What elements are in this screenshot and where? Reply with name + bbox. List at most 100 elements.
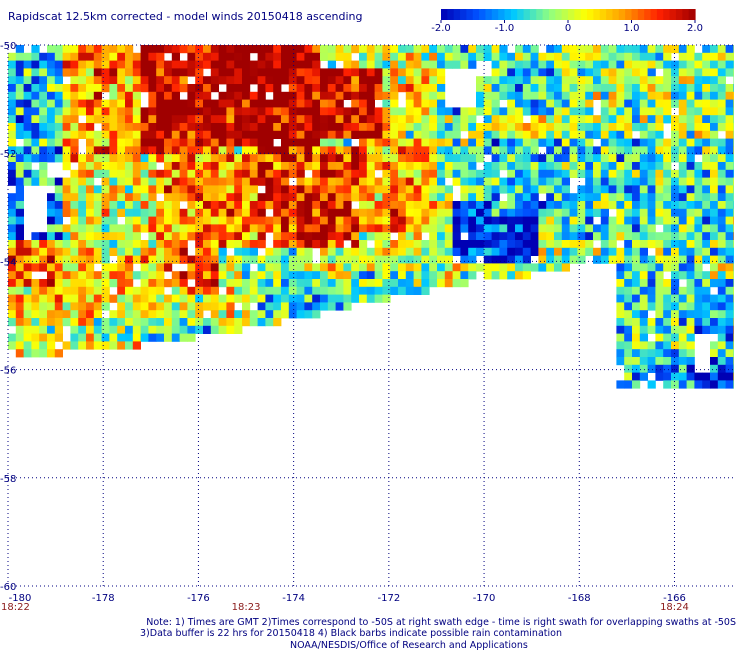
data-cell [546,232,555,241]
data-cell [335,45,344,54]
data-cell [593,208,602,217]
data-cell [522,216,531,225]
data-cell [335,154,344,163]
data-cell [468,185,477,194]
data-cell [499,123,508,132]
data-cell [47,341,56,350]
data-cell [460,201,469,210]
data-cell [234,232,243,241]
data-cell [78,294,87,303]
data-cell [710,154,719,163]
data-cell [655,364,664,373]
data-cell [312,60,321,69]
data-cell [678,52,687,61]
data-cell [140,302,149,311]
data-cell [257,84,266,93]
data-cell [452,263,461,272]
data-cell [530,224,539,233]
data-cell [366,201,375,210]
data-cell [437,201,446,210]
data-cell [624,91,633,100]
data-cell [632,372,641,381]
data-cell [171,333,180,342]
data-cell [382,247,391,256]
data-cell [47,60,56,69]
data-cell [593,177,602,186]
data-cell [421,60,430,69]
data-cell [164,294,173,303]
data-cell [491,130,500,139]
data-cell [218,271,227,280]
data-cell [710,185,719,194]
data-cell [733,60,734,69]
data-cell [405,115,414,124]
data-cell [320,208,329,217]
data-cell [171,91,180,100]
data-cell [226,271,235,280]
data-cell [678,146,687,155]
data-cell [437,130,446,139]
data-cell [47,99,56,108]
data-cell [23,279,32,288]
data-cell [554,240,563,249]
data-cell [327,208,336,217]
data-cell [678,271,687,280]
data-cell [600,162,609,171]
data-cell [554,130,563,139]
data-cell [686,162,695,171]
data-cell [218,302,227,311]
data-cell [93,84,102,93]
data-cell [593,193,602,202]
data-cell [624,154,633,163]
data-cell [725,68,734,77]
data-cell [452,115,461,124]
data-cell [351,91,360,100]
data-cell [717,84,726,93]
data-cell [148,107,157,116]
data-cell [374,286,383,295]
data-cell [624,169,633,178]
data-cell [366,107,375,116]
data-cell [125,107,134,116]
data-cell [632,76,641,85]
data-cell [312,45,321,54]
data-cell [156,318,165,327]
data-cell [39,107,48,116]
data-cell [23,318,32,327]
data-cell [39,130,48,139]
data-cell [413,201,422,210]
data-cell [47,294,56,303]
data-cell [390,255,399,264]
data-cell [187,294,196,303]
data-cell [140,318,149,327]
data-cell [281,138,290,147]
data-cell [686,45,695,54]
data-cell [156,169,165,178]
data-cell [569,216,578,225]
data-cell [54,60,63,69]
data-cell [390,146,399,155]
data-cell [242,162,251,171]
data-cell [296,286,305,295]
data-cell [733,45,734,54]
data-cell [164,115,173,124]
data-cell [101,169,110,178]
data-cell [54,216,63,225]
data-cell [663,372,672,381]
data-cell [499,232,508,241]
y-tick-label: -56 [0,366,16,377]
data-cell [39,349,48,358]
data-cell [78,240,87,249]
data-cell [678,130,687,139]
data-cell [686,91,695,100]
data-cell [569,240,578,249]
data-cell [234,60,243,69]
data-cell [117,310,126,319]
data-cell [702,232,711,241]
data-cell [312,193,321,202]
data-cell [62,208,71,217]
data-cell [421,286,430,295]
data-cell [671,45,680,54]
data-cell [187,45,196,54]
data-cell [507,240,516,249]
